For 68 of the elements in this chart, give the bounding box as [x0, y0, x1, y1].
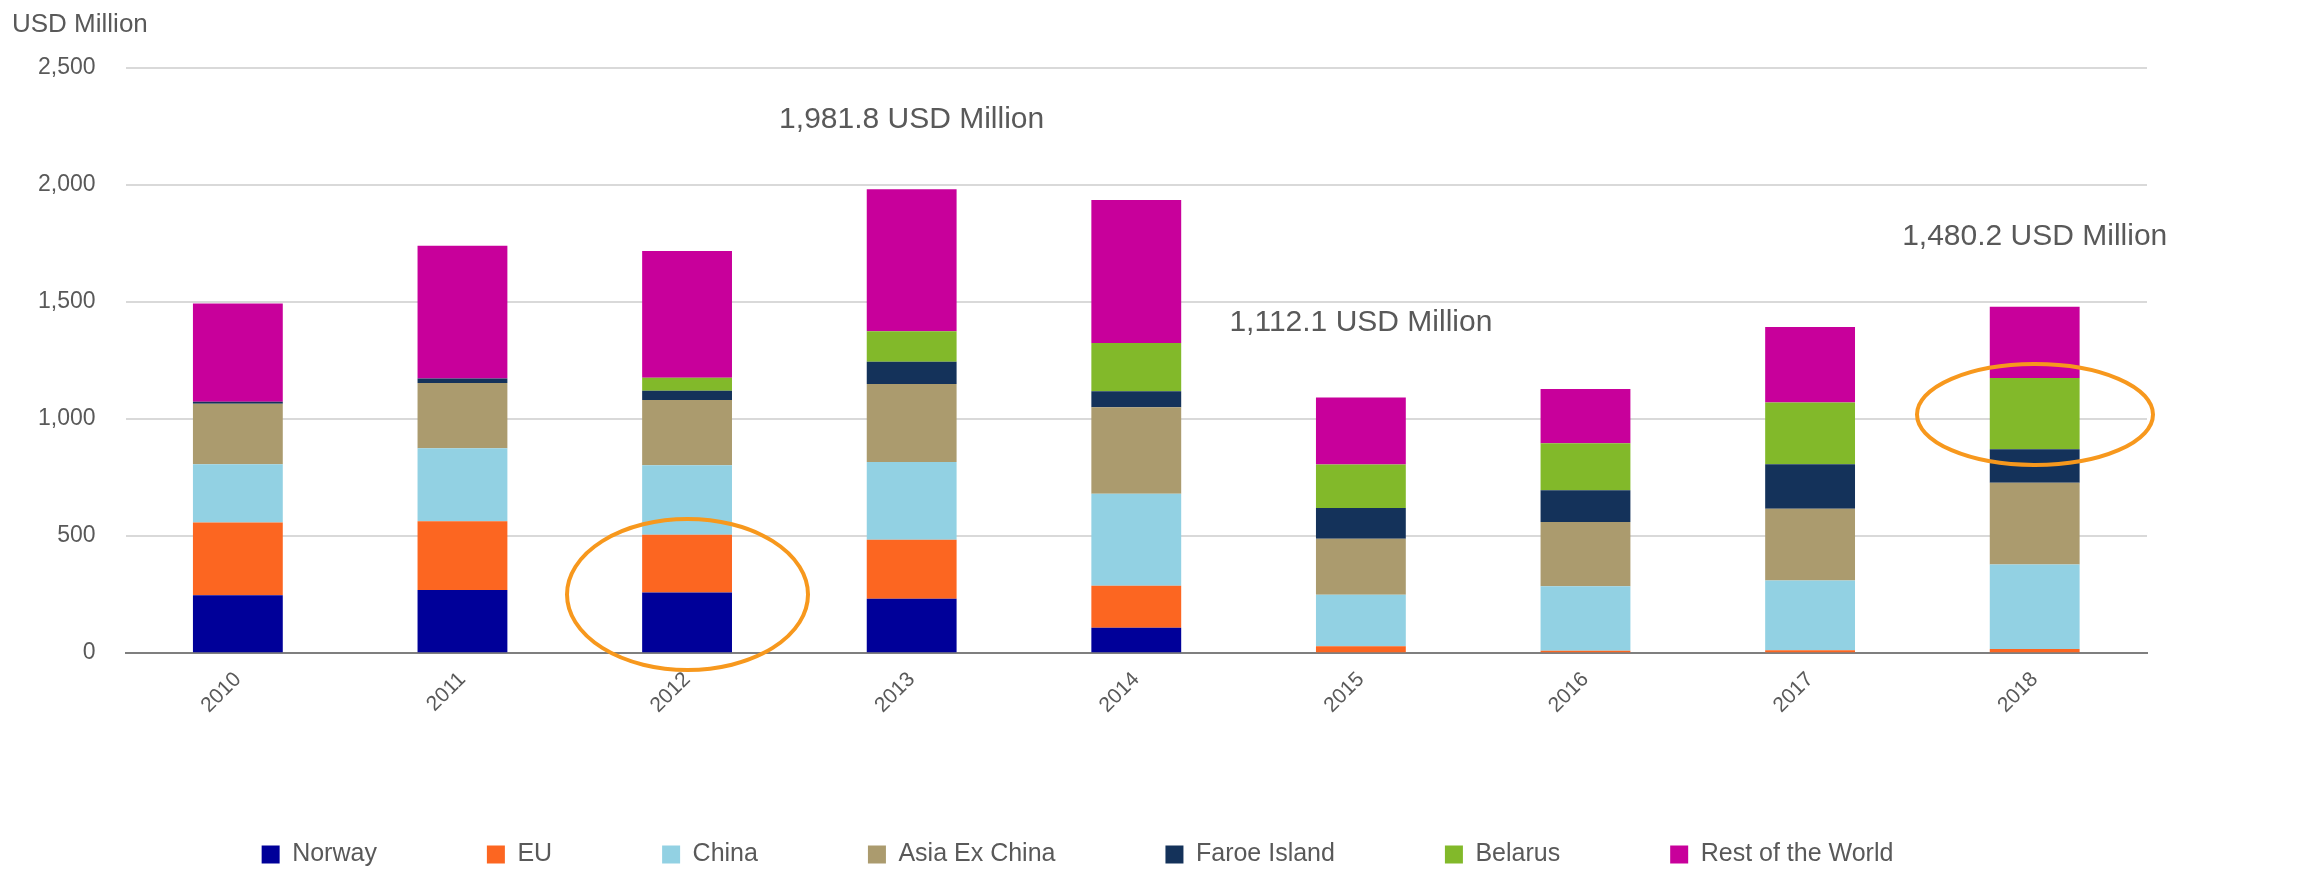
bar — [866, 461, 957, 540]
bar — [417, 245, 508, 379]
bar — [1540, 490, 1631, 523]
bar — [1540, 522, 1631, 587]
bar — [1765, 580, 1856, 651]
bar — [1315, 397, 1406, 465]
y-axis-title: USD Million — [12, 8, 148, 39]
bar — [1765, 464, 1856, 509]
bar — [1091, 585, 1182, 628]
bar — [642, 251, 732, 378]
bar — [1989, 564, 2080, 649]
bar — [1315, 594, 1406, 647]
bar — [866, 361, 957, 384]
bar — [1765, 508, 1856, 581]
annotation: 1,112.1 USD Million — [1229, 304, 1493, 338]
bar — [1315, 508, 1406, 539]
y-tick-label: 1,500 — [37, 287, 96, 314]
y-tick-label: 0 — [82, 638, 96, 665]
bar — [642, 465, 732, 535]
bar — [1091, 343, 1182, 392]
bar — [642, 534, 732, 593]
bar — [866, 598, 957, 653]
bar — [642, 399, 732, 466]
bar — [1315, 538, 1406, 595]
bar — [417, 589, 508, 653]
annotation: 1,480.2 USD Million — [1902, 217, 2168, 251]
legend-label: Rest of the World — [1700, 838, 1894, 867]
bar — [1540, 388, 1631, 444]
bar — [1091, 493, 1182, 586]
bar — [1091, 391, 1182, 408]
legend-label: Norway — [292, 838, 378, 867]
bar — [1989, 648, 2080, 653]
legend-label: Asia Ex China — [898, 838, 1056, 867]
bar — [642, 390, 732, 400]
y-tick-label: 2,000 — [37, 170, 96, 197]
bar — [1091, 200, 1182, 344]
bar — [192, 464, 283, 523]
bar — [866, 189, 957, 332]
bar — [1765, 327, 1856, 403]
bar — [417, 383, 508, 449]
legend-label: China — [692, 838, 759, 867]
bar — [192, 403, 283, 465]
bar — [866, 383, 957, 462]
legend-label: Belarus — [1475, 838, 1561, 867]
bar — [417, 448, 508, 522]
y-tick-label: 1,000 — [37, 404, 96, 431]
legend-label: EU — [517, 838, 553, 867]
bar — [1091, 407, 1182, 494]
bar — [866, 539, 957, 599]
bar — [1765, 402, 1856, 465]
bar — [192, 595, 283, 653]
bar — [642, 377, 732, 391]
bar — [642, 592, 732, 653]
bar — [866, 331, 957, 362]
bar — [192, 303, 283, 402]
y-tick-label: 500 — [57, 521, 96, 548]
bar — [1091, 627, 1182, 653]
y-tick-label: 2,500 — [37, 53, 96, 80]
bar — [192, 522, 283, 596]
bar — [1540, 586, 1631, 651]
bar — [1989, 377, 2080, 450]
bar — [1315, 646, 1406, 653]
bar — [1315, 464, 1406, 509]
bar — [417, 521, 508, 590]
legend-label: Faroe Island — [1195, 838, 1335, 867]
annotation: 1,981.8 USD Million — [779, 100, 1045, 134]
bar — [1540, 443, 1631, 491]
bar — [1989, 482, 2080, 565]
